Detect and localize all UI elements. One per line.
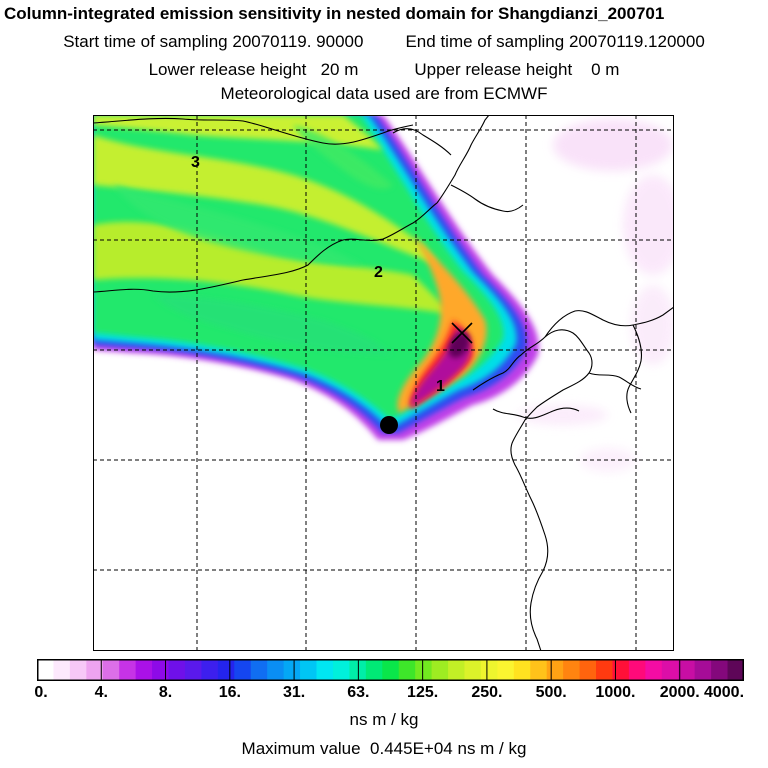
colorbar-tick-label: 8. bbox=[158, 684, 173, 701]
lower-height-label: Lower release height bbox=[148, 60, 307, 79]
end-time-label: End time of sampling bbox=[405, 32, 565, 51]
colorbar-units: ns m / kg bbox=[349, 710, 419, 729]
colorbar-swatch bbox=[283, 659, 301, 681]
region-label-1: 1 bbox=[436, 378, 445, 395]
colorbar-swatch bbox=[102, 659, 120, 681]
upper-height-label: Upper release height bbox=[414, 60, 573, 79]
colorbar-tick-label: 250. bbox=[471, 684, 503, 701]
colorbar-swatch bbox=[201, 659, 219, 681]
map-gridlines bbox=[93, 115, 674, 651]
plot-title: Column-integrated emission sensitivity i… bbox=[4, 4, 665, 23]
colorbar-swatch bbox=[612, 659, 630, 681]
colorbar-tick-label: 0. bbox=[34, 684, 48, 701]
colorbar-swatch bbox=[415, 659, 433, 681]
colorbar-swatch bbox=[661, 659, 679, 681]
colorbar-swatch bbox=[579, 659, 597, 681]
colorbar-swatch bbox=[316, 659, 334, 681]
end-time-value: 20070119.120000 bbox=[568, 32, 705, 51]
met-data-note: Meteorological data used are from ECMWF bbox=[220, 84, 548, 103]
plume-green-streak-2 bbox=[153, 295, 393, 355]
sensitivity-plume bbox=[93, 115, 539, 440]
colorbar-tick-label: 125. bbox=[407, 684, 439, 701]
coastlines bbox=[93, 115, 674, 651]
colorbar-tick-label: 4. bbox=[94, 684, 108, 701]
colorbar-swatch bbox=[563, 659, 581, 681]
maximum-value-line: Maximum value 0.445E+04 ns m / kg bbox=[0, 739, 768, 759]
colorbar-swatch bbox=[497, 659, 515, 681]
colorbar-swatch bbox=[398, 659, 416, 681]
colorbar-swatch bbox=[513, 659, 531, 681]
colorbar-swatch bbox=[678, 659, 696, 681]
colorbar-swatch bbox=[332, 659, 350, 681]
colorbar-swatch bbox=[234, 659, 252, 681]
colorbar-swatch bbox=[431, 659, 449, 681]
plume-orange-core bbox=[397, 235, 487, 413]
colorbar-swatch bbox=[480, 659, 498, 681]
colorbar-swatch bbox=[628, 659, 646, 681]
colorbar-swatch bbox=[382, 659, 400, 681]
colorbar-swatch bbox=[37, 659, 55, 681]
colorbar-swatch bbox=[135, 659, 153, 681]
colorbar-tick-label: 4000. bbox=[703, 684, 745, 701]
colorbar-swatch bbox=[69, 659, 87, 681]
colorbar-swatch bbox=[152, 659, 170, 681]
colorbar-swatch bbox=[217, 659, 235, 681]
plume-green-streak-1 bbox=[113, 185, 363, 265]
colorbar-tick-label: 63. bbox=[347, 684, 370, 701]
plume-yellow-band-1 bbox=[93, 135, 438, 265]
colorbar-swatch bbox=[727, 659, 744, 681]
colorbar-swatch bbox=[250, 659, 268, 681]
colorbar-swatch bbox=[365, 659, 383, 681]
colorbar-swatch bbox=[645, 659, 663, 681]
upper-release-height: Upper release height 0 m bbox=[414, 60, 619, 80]
start-time-value: 20070119. 90000 bbox=[232, 32, 364, 51]
colorbar-tick-label: 1000. bbox=[595, 684, 636, 701]
upper-height-value: 0 m bbox=[591, 60, 620, 79]
colorbar-tick-label: 16. bbox=[218, 684, 241, 701]
lower-release-height: Lower release height 20 m bbox=[149, 60, 359, 80]
max-location-marker bbox=[451, 322, 473, 344]
plume-green-streak-3 bbox=[293, 125, 393, 190]
colorbar-swatch bbox=[300, 659, 318, 681]
region-label-3: 3 bbox=[191, 154, 200, 171]
max-value: 0.445E+04 ns m / kg bbox=[370, 739, 527, 758]
region-label-2: 2 bbox=[374, 264, 383, 281]
colorbar-tick-label: 2000. bbox=[659, 684, 700, 701]
end-time: End time of sampling 20070119.120000 bbox=[405, 32, 704, 52]
colorbar bbox=[37, 659, 744, 681]
colorbar-frame bbox=[37, 659, 744, 681]
emission-sensitivity-map: 3 2 1 bbox=[93, 115, 674, 651]
colorbar-swatch bbox=[267, 659, 285, 681]
lower-height-value: 20 m bbox=[320, 60, 359, 79]
plume-max-core bbox=[448, 332, 470, 358]
colorbar-swatch bbox=[546, 659, 564, 681]
colorbar-swatch bbox=[53, 659, 71, 681]
colorbar-swatch bbox=[530, 659, 548, 681]
release-site-marker bbox=[380, 416, 398, 434]
sampling-time-line: Start time of sampling 20070119. 90000 En… bbox=[0, 32, 768, 52]
plume-yellow-band-2 bbox=[93, 221, 453, 315]
map-frame bbox=[93, 115, 674, 651]
start-time-label: Start time of sampling bbox=[63, 32, 228, 51]
max-value-label: Maximum value bbox=[241, 739, 361, 758]
colorbar-swatch bbox=[694, 659, 712, 681]
colorbar-swatch bbox=[596, 659, 614, 681]
colorbar-tick-label: 31. bbox=[282, 684, 306, 701]
colorbar-swatch bbox=[184, 659, 203, 681]
colorbar-tick-label: 500. bbox=[535, 684, 567, 701]
colorbar-swatch bbox=[86, 659, 104, 681]
colorbar-swatch bbox=[711, 659, 729, 681]
start-time: Start time of sampling 20070119. 90000 bbox=[63, 32, 363, 52]
colorbar-swatch bbox=[119, 659, 137, 681]
colorbar-swatch bbox=[168, 659, 186, 681]
colorbar-swatch bbox=[448, 659, 466, 681]
release-height-line: Lower release height 20 m Upper release h… bbox=[0, 60, 768, 80]
colorbar-swatch bbox=[464, 659, 482, 681]
